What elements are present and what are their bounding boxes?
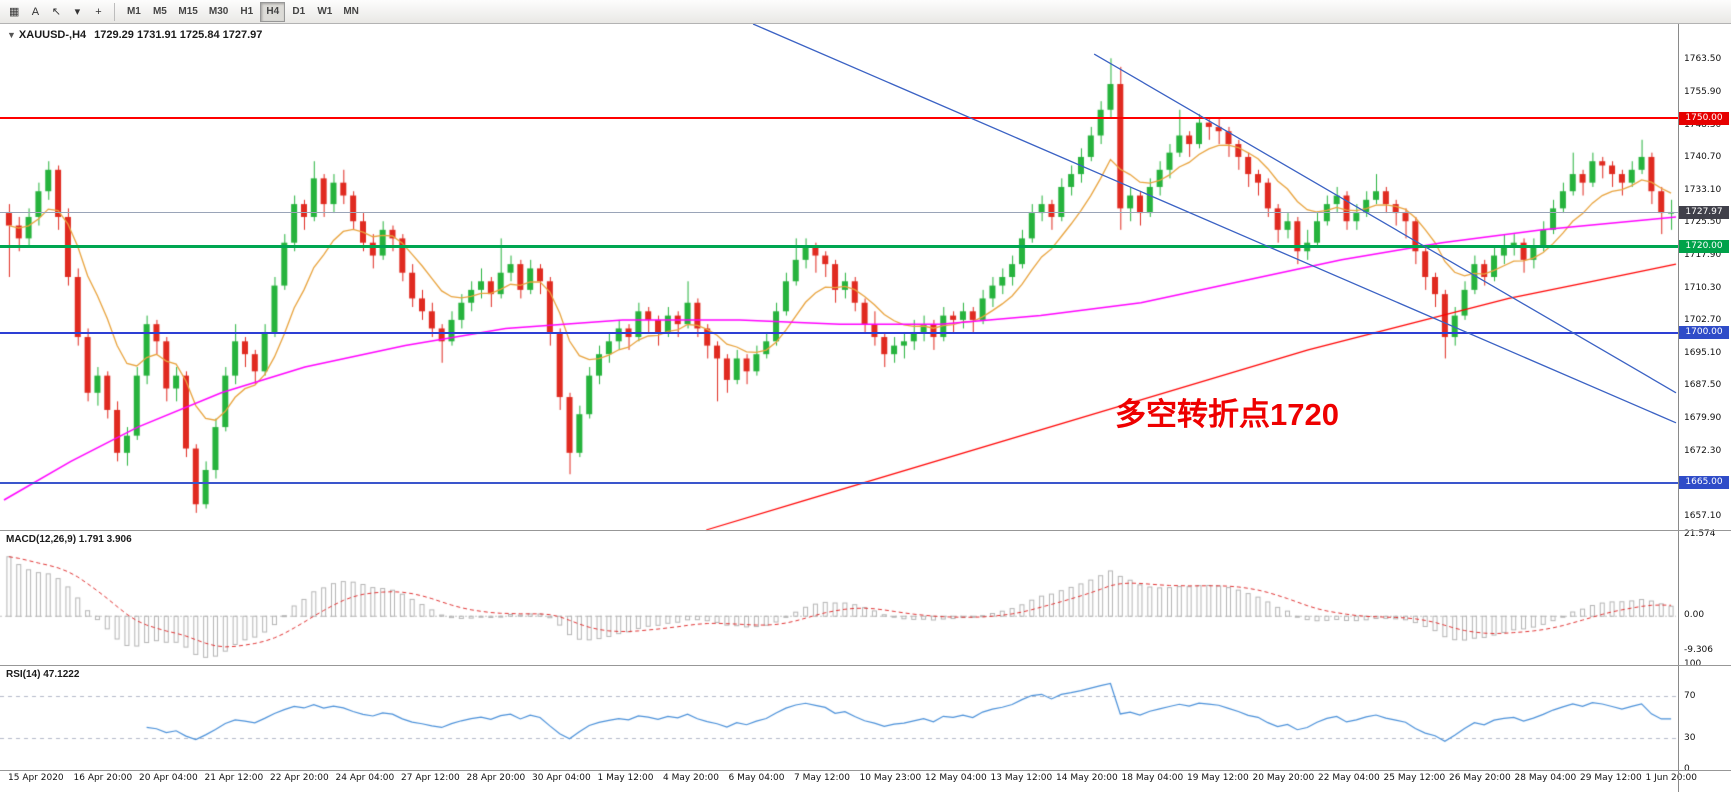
chart-annotation-text[interactable]: 多空转折点1720 xyxy=(1115,397,1339,432)
time-axis-label: 14 May 20:00 xyxy=(1056,773,1118,783)
macd-panel-separator[interactable] xyxy=(0,530,1731,531)
timeframe-button-m15[interactable]: M15 xyxy=(178,6,198,17)
price-axis-label: 1755.90 xyxy=(1684,87,1722,98)
timeframe-button-m5[interactable]: M5 xyxy=(152,6,167,17)
time-axis-label: 24 Apr 04:00 xyxy=(335,773,395,783)
time-axis-label: 15 Apr 2020 xyxy=(8,773,64,783)
timeframe-button-mn[interactable]: MN xyxy=(343,6,359,17)
price-axis-label: 1695.10 xyxy=(1684,347,1722,358)
chart-icon[interactable]: ▦ xyxy=(9,6,20,18)
price-axis-label: 1657.10 xyxy=(1684,510,1722,521)
timeframe-button-m1[interactable]: M1 xyxy=(126,6,141,17)
time-axis-label: 25 May 12:00 xyxy=(1383,773,1446,783)
time-axis-label: 4 May 20:00 xyxy=(663,773,719,783)
price-axis-label: 1740.70 xyxy=(1684,152,1722,163)
price-axis-label: 1725.50 xyxy=(1684,217,1722,228)
timeframe-button-m30[interactable]: M30 xyxy=(208,6,229,17)
price-axis-label: 1710.30 xyxy=(1684,282,1722,293)
macd-axis-label: 21.574 xyxy=(1684,529,1716,540)
rsi-axis-label: 0 xyxy=(1684,764,1690,774)
price-axis-label: 1763.50 xyxy=(1684,54,1722,65)
rsi-axis-label: 100 xyxy=(1684,659,1702,669)
time-axis-label: 26 May 20:00 xyxy=(1449,773,1511,783)
time-axis-label: 28 May 04:00 xyxy=(1514,773,1577,783)
toolbar: ▦ A ↖ ▾ + M1 M5 M15 M30 H1 H4 D1 W1 MN xyxy=(0,0,1731,24)
time-axis-label: 13 May 12:00 xyxy=(990,773,1053,783)
time-axis-label: 12 May 04:00 xyxy=(925,773,987,783)
time-axis-label: 22 Apr 20:00 xyxy=(270,773,329,783)
rsi-panel-separator[interactable] xyxy=(0,665,1731,666)
time-axis-label: 28 Apr 20:00 xyxy=(466,773,526,783)
rsi-axis-label: 30 xyxy=(1684,732,1696,743)
ohlc-values: 1729.29 1731.91 1725.84 1727.97 xyxy=(94,29,263,41)
timeframe-button-h4[interactable]: H4 xyxy=(260,1,286,22)
price-axis-label: 1687.50 xyxy=(1684,380,1722,391)
time-axis-separator xyxy=(0,770,1731,771)
price-axis-separator[interactable] xyxy=(1678,24,1679,792)
support-line-1700[interactable] xyxy=(0,331,1678,334)
current-price-line[interactable] xyxy=(0,212,1678,214)
price-badge-1700.00: 1700.00 xyxy=(1679,326,1729,340)
macd-label: MACD(12,26,9) 1.791 3.906 xyxy=(6,534,132,545)
time-axis-label: 16 Apr 20:00 xyxy=(73,773,133,783)
macd-axis-label: 0.00 xyxy=(1684,610,1705,621)
rsi-axis-label: 70 xyxy=(1684,690,1696,701)
time-axis-label: 1 May 12:00 xyxy=(597,773,654,783)
time-axis-label: 1 Jun 20:00 xyxy=(1645,773,1697,783)
price-axis-label: 1733.10 xyxy=(1684,184,1722,195)
price-axis-label: 1702.70 xyxy=(1684,315,1722,326)
time-axis-label: 21 Apr 12:00 xyxy=(204,773,264,783)
price-badge-1727.97: 1727.97 xyxy=(1679,206,1729,220)
time-axis-label: 27 Apr 12:00 xyxy=(401,773,460,783)
price-badge-1750.00: 1750.00 xyxy=(1679,111,1729,125)
symbol-period-label: XAUUSD-,H4 xyxy=(18,29,87,41)
macd-axis-label: -9.306 xyxy=(1684,645,1714,656)
time-axis-label: 10 May 23:00 xyxy=(859,773,922,783)
collapse-triangle-icon[interactable]: ▼ xyxy=(7,30,16,40)
time-axis-label: 30 Apr 04:00 xyxy=(532,773,591,783)
timeframe-button-h1[interactable]: H1 xyxy=(240,6,254,17)
resistance-line-1750[interactable] xyxy=(0,117,1678,120)
price-axis-label: 1679.90 xyxy=(1684,412,1722,423)
time-axis-label: 19 May 12:00 xyxy=(1187,773,1249,783)
price-axis-label: 1717.90 xyxy=(1684,249,1722,260)
dropdown-arrow-icon[interactable]: ▾ xyxy=(74,6,81,18)
timeframe-button-w1[interactable]: W1 xyxy=(317,6,333,17)
text-tool-icon[interactable]: A xyxy=(31,5,40,18)
time-axis-label: 29 May 12:00 xyxy=(1580,773,1642,783)
symbol-info: ▼ XAUUSD-,H4 1729.29 1731.91 1725.84 1727.… xyxy=(7,29,262,41)
time-axis-label: 6 May 04:00 xyxy=(728,773,785,783)
time-axis-label: 20 May 20:00 xyxy=(1252,773,1315,783)
timeframe-button-d1[interactable]: D1 xyxy=(292,6,306,17)
rsi-label: RSI(14) 47.1222 xyxy=(6,669,80,680)
time-axis-label: 7 May 12:00 xyxy=(794,773,850,783)
price-badge-1665.00: 1665.00 xyxy=(1679,476,1729,490)
support-line-1665[interactable] xyxy=(0,481,1678,484)
cursor-tool-icon[interactable]: ↖ xyxy=(51,6,62,18)
crosshair-tool-icon[interactable]: + xyxy=(95,5,102,18)
price-axis-label: 1672.30 xyxy=(1684,445,1722,456)
toolbar-separator xyxy=(114,2,116,21)
time-axis-label: 22 May 04:00 xyxy=(1318,773,1380,783)
price-badge-1720.00: 1720.00 xyxy=(1679,240,1729,254)
pivot-line-1720[interactable] xyxy=(0,245,1678,249)
time-axis-label: 20 Apr 04:00 xyxy=(139,773,198,783)
time-axis-label: 18 May 04:00 xyxy=(1121,773,1184,783)
